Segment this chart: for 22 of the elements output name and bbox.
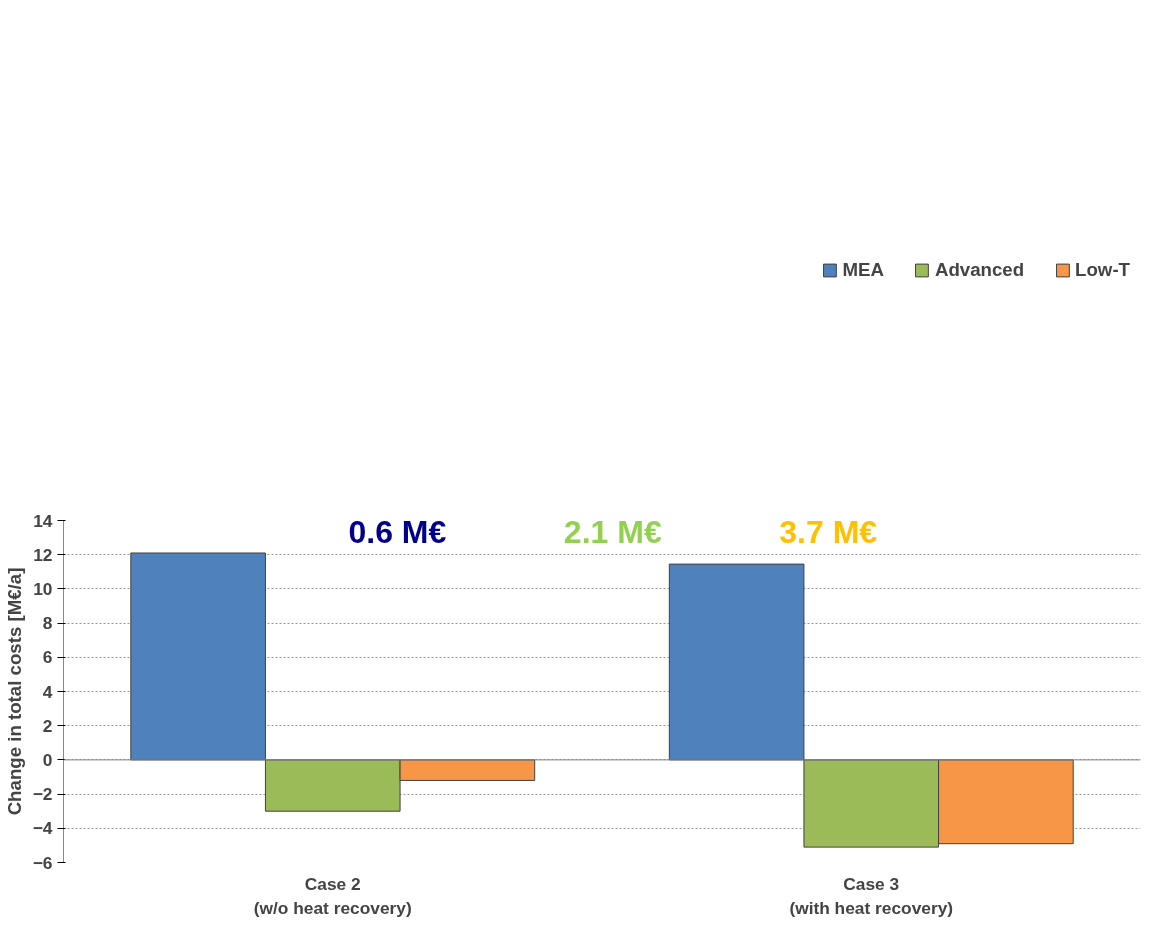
y-tick-label: 8	[42, 613, 53, 634]
y-tick-label: −4	[32, 818, 53, 839]
legend-label: MEA	[842, 259, 884, 281]
y-tick-label: 10	[33, 578, 53, 599]
annotation: 2.1 M€	[563, 514, 662, 551]
annotation: 0.6 M€	[348, 514, 447, 551]
bar	[668, 563, 805, 761]
bar	[130, 552, 266, 761]
legend-label: Low-T	[1075, 259, 1130, 281]
y-tick-label: 6	[42, 647, 53, 668]
y-tick-label: 12	[33, 544, 53, 565]
y-tick-label: 14	[33, 510, 53, 531]
y-tick-label: 4	[42, 681, 53, 702]
y-axis-title: Change in total costs [M€/a]	[3, 567, 25, 816]
y-tick-label: −6	[32, 852, 53, 873]
legend-label: Advanced	[934, 259, 1025, 281]
y-tick-label: 0	[42, 749, 53, 770]
x-tick-label: Case 2 (w/o heat recovery)	[253, 873, 412, 918]
annotation: 3.7 M€	[779, 514, 878, 551]
y-tick-label: −2	[32, 784, 53, 805]
x-tick-label: Case 3 (with heat recovery)	[789, 873, 954, 918]
y-tick-label: 2	[42, 715, 53, 736]
